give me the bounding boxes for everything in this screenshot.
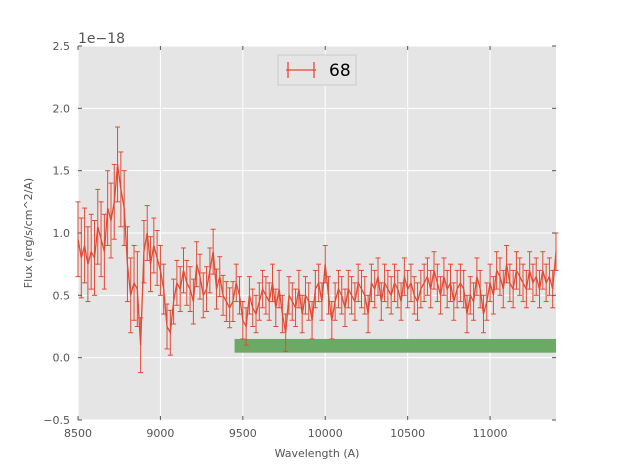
- x-axis-title: Wavelength (A): [275, 447, 360, 460]
- y-tick-label: 1.0: [53, 227, 71, 240]
- y-tick-label: 0.0: [53, 352, 71, 365]
- legend-label: 68: [329, 61, 351, 81]
- y-tick-label: 2.0: [53, 102, 71, 115]
- x-tick-label: 9500: [229, 427, 257, 440]
- x-tick-label: 10500: [390, 427, 425, 440]
- y-axis-title: Flux (erg/s/cm^2/A): [22, 178, 35, 288]
- series-line: [77, 164, 557, 346]
- y-tick-label: 2.5: [53, 40, 71, 53]
- x-tick-label: 11000: [473, 427, 508, 440]
- shaded-region: [234, 338, 556, 353]
- x-tick-label: 9000: [146, 427, 174, 440]
- series-layer: [75, 126, 559, 374]
- axes: 8500 9000 9500 10000 10500 11000 −0.5 0.0 0.5 1.0…: [43, 40, 556, 440]
- y-tick-label: −0.5: [43, 414, 70, 427]
- legend: 68: [277, 54, 357, 86]
- grid: [77, 45, 556, 421]
- legend-marker: [286, 62, 316, 78]
- legend-box: [277, 54, 357, 86]
- x-tick-label: 8500: [64, 427, 92, 440]
- y-tick-label: 0.5: [53, 289, 71, 302]
- y-offset-label: 1e−18: [78, 31, 125, 47]
- series-group: [75, 126, 559, 374]
- regions: [234, 338, 556, 353]
- y-tick-label: 1.5: [53, 165, 71, 178]
- x-tick-label: 10000: [308, 427, 343, 440]
